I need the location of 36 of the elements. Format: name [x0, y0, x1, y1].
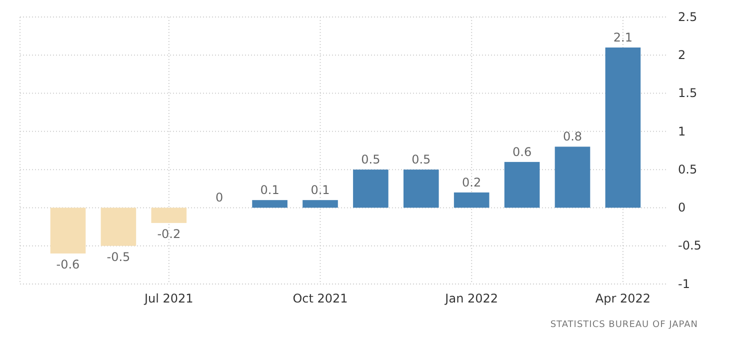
x-tick-label: Apr 2022	[595, 292, 651, 306]
bar	[50, 208, 86, 254]
bar	[504, 162, 540, 208]
y-tick-label: 1	[678, 124, 686, 138]
data-label: 0.1	[260, 183, 280, 198]
data-label: 0.6	[512, 144, 532, 159]
data-label: 2.1	[613, 30, 632, 45]
y-tick-label: 0.5	[678, 162, 698, 176]
bar	[403, 170, 439, 208]
data-label: -0.2	[157, 226, 181, 241]
bar	[151, 208, 187, 223]
data-label: 0.5	[361, 152, 380, 167]
bar	[353, 170, 388, 208]
text: STATISTICS BUREAU OF JAPAN	[550, 320, 698, 330]
y-tick-label: 2	[678, 48, 686, 62]
data-label: 0.8	[562, 130, 582, 144]
bar	[252, 200, 288, 208]
bar	[100, 208, 136, 246]
data-label: -0.5	[106, 250, 130, 264]
data-label: 0	[216, 190, 224, 205]
y-tick-label: 2.5	[678, 10, 698, 24]
x-tick-label: Jan 2022	[444, 292, 498, 306]
y-tick-label: 1.5	[678, 86, 698, 100]
bar	[302, 200, 338, 208]
data-label: 0.5	[412, 152, 431, 167]
y-tick-label: 0	[678, 200, 686, 215]
y-tick-label: -0.5	[678, 238, 702, 253]
bar	[554, 146, 590, 208]
data-label: 0.2	[462, 175, 482, 190]
data-label: 0.1	[310, 183, 330, 198]
x-tick-label: Jul 2021	[143, 292, 194, 306]
bar	[605, 48, 641, 208]
x-tick-label: Oct 2021	[292, 292, 348, 306]
bar	[454, 192, 490, 208]
y-tick-label: -1	[678, 276, 690, 291]
data-label: -0.6	[56, 257, 80, 272]
